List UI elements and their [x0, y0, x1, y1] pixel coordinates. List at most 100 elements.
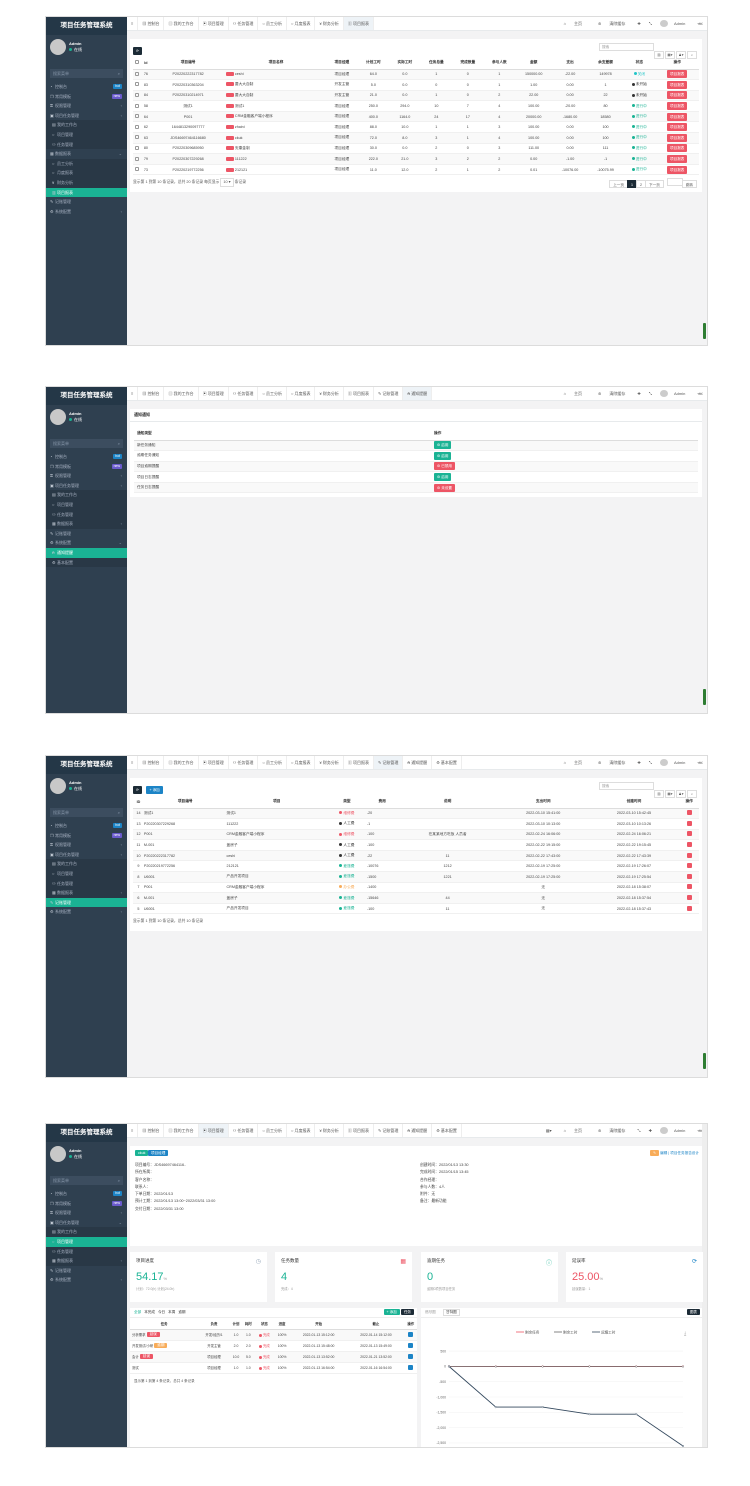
tab-burndown[interactable]: 燃尽图: [425, 1310, 436, 1314]
user-filter-icon[interactable]: ♟▾: [676, 790, 686, 798]
project-report-button[interactable]: 项目报表: [667, 133, 688, 142]
menu-search-input[interactable]: 搜索菜单 ⌕: [50, 439, 123, 448]
project-report-button[interactable]: 项目报表: [667, 112, 688, 121]
project-report-button[interactable]: 项目报表: [667, 165, 688, 174]
refresh-button[interactable]: ⟳: [133, 785, 143, 794]
delete-icon[interactable]: [686, 820, 692, 826]
tab-8[interactable]: ✎ 记账管理: [374, 387, 404, 400]
project-report-button[interactable]: 项目报表: [667, 144, 688, 153]
tool-icon[interactable]: ✚: [637, 21, 641, 26]
scroll-indicator[interactable]: [703, 323, 706, 339]
refresh-button[interactable]: ⟳: [133, 46, 143, 55]
table-row[interactable]: 12 P001 CRM金融客户端小程序 维修费 -100 在某某地方吃饭 人员者 2022-…: [133, 829, 699, 841]
row-checkbox[interactable]: [133, 69, 142, 81]
view-icon[interactable]: [408, 1353, 414, 1359]
col-1[interactable]: 项目编号: [143, 796, 227, 809]
sidebar-item-7[interactable]: ▦数据报表 ‹: [46, 1256, 127, 1266]
top-link-0[interactable]: ⌂ 主页: [556, 17, 590, 30]
top-link-2[interactable]: ⊛ 清除缓存: [590, 1124, 633, 1137]
sidebar-item-13[interactable]: ⚙系统配置 ‹: [46, 207, 127, 217]
col-13[interactable]: 操作: [655, 57, 699, 70]
col-1[interactable]: 项目编号: [150, 57, 226, 70]
sidebar-item-7[interactable]: ▦数据报表 ⌄: [46, 149, 127, 159]
sidebar-item-0[interactable]: ◔ 控制台 hot: [46, 1189, 127, 1199]
col-0[interactable]: ID: [133, 796, 144, 809]
sidebar-item-5[interactable]: ○ 项目管理: [46, 868, 127, 879]
table-row[interactable]: 64 P001 CRM金融客户端小程序 项目经理 400.0 1164.0 24 17 4 200…: [133, 111, 699, 123]
tab-3[interactable]: ⚇ 任务管理: [229, 756, 259, 769]
notify-toggle-button[interactable]: ⚙ 启用: [434, 441, 452, 450]
task-tab-4[interactable]: 逾期: [178, 1310, 186, 1314]
tab-3[interactable]: ⚇ 任务管理: [229, 387, 259, 400]
tool-icon[interactable]: ✚: [648, 1128, 652, 1133]
user-filter-icon[interactable]: ♟▾: [676, 51, 686, 59]
tab-4[interactable]: ○ 员工分析: [258, 17, 287, 30]
task-tab-1[interactable]: 本完成: [144, 1310, 155, 1314]
task-button[interactable]: 任务: [400, 1309, 414, 1315]
project-report-button[interactable]: 项目报表: [667, 80, 688, 89]
notify-toggle-button[interactable]: ⚙ 启用: [434, 451, 452, 460]
tab-2[interactable]: ▣ 项目管理: [198, 1124, 229, 1137]
top-link-1[interactable]: ⌂ 主页: [556, 1124, 590, 1137]
row-checkbox[interactable]: [133, 100, 142, 112]
tab-7[interactable]: ▥ 项目报表: [344, 756, 374, 769]
col-9[interactable]: 金额: [515, 57, 553, 70]
sidebar-item-2[interactable]: ⚿ 权限管理 ‹: [46, 101, 127, 111]
menu-toggle-icon[interactable]: ≡: [127, 17, 139, 30]
tool-icon[interactable]: ▦▾: [545, 1128, 552, 1133]
sidebar-item-4[interactable]: ▤我的工作台: [46, 1227, 127, 1237]
sidebar-item-7[interactable]: ▦数据报表 ‹: [46, 519, 127, 529]
col-2[interactable]: 项目名称: [225, 57, 327, 70]
table-row[interactable]: 8 U6001 产品开发项目 差旅费 -1500 1221 2022-02-19 17:25…: [133, 871, 699, 883]
notify-toggle-button[interactable]: ⚙ 未设置: [434, 483, 456, 492]
project-report-button[interactable]: 项目报表: [667, 91, 688, 100]
table-row[interactable]: 9 P20220219772256 212121 差旅费 -10076 1212 2022-…: [133, 860, 699, 873]
col-2[interactable]: 项目: [226, 796, 327, 809]
sidebar-item-8[interactable]: ✎ 记账管理: [46, 529, 127, 539]
tab-6[interactable]: ¥ 财务分析: [315, 387, 344, 400]
table-row[interactable]: 83 P20220310363204 要大大自制 开发主管 5.0 0.0 0 0 1 1.00 0…: [133, 79, 699, 91]
export-icon[interactable]: ▦▾: [665, 790, 675, 798]
sidebar-item-3[interactable]: ▣项目任务管理 ⌄: [46, 1218, 127, 1228]
table-row[interactable]: 62 1644813290097777 zhaini 项目经理 88.0 10.0 1 1 3 1…: [133, 121, 699, 134]
sidebar-item-2[interactable]: ⚿ 权限管理 ‹: [46, 1208, 127, 1218]
menu-search-input[interactable]: 搜索菜单 ⌕: [50, 69, 123, 78]
table-row[interactable]: 开发测试/小研 逾期 开发主管 2.0 2.0 完成 100% 2022-01-13 15:4…: [130, 1340, 417, 1352]
page-link-3[interactable]: 下一页: [645, 180, 664, 189]
menu-toggle-icon[interactable]: ≡: [127, 387, 139, 400]
tool-icon[interactable]: ⋘: [697, 760, 703, 765]
table-row[interactable]: 13 P20220307229268 111222 人工费 -1 2022-03-10 1…: [133, 818, 699, 830]
col-8[interactable]: 操作: [679, 796, 699, 809]
sidebar-item-6[interactable]: ⚇任务管理: [46, 1246, 127, 1257]
tab-2[interactable]: ▣ 项目管理: [199, 387, 229, 400]
delete-icon[interactable]: [686, 842, 692, 848]
add-task-button[interactable]: + 添加: [383, 1309, 400, 1315]
user-menu[interactable]: Admin: [656, 756, 693, 769]
tab-0[interactable]: ▦ 控制台: [138, 17, 165, 30]
delete-icon[interactable]: [686, 884, 692, 890]
sidebar-item-4[interactable]: ▤我的工作台: [46, 859, 127, 869]
table-search-input[interactable]: 搜索: [599, 782, 654, 790]
sidebar-item-9[interactable]: ○ 月度报表: [46, 168, 127, 178]
add-button[interactable]: + 添加: [146, 785, 163, 794]
tab-6[interactable]: ¥ 财务分析: [315, 1124, 344, 1137]
tab-4[interactable]: ○ 员工分析: [258, 1124, 287, 1137]
row-checkbox[interactable]: [133, 121, 142, 134]
goto-button[interactable]: 跳转: [681, 180, 697, 189]
table-row[interactable]: 11 M-001 盖房子 人工费 -100 2022-02-22 19:15:00 2022…: [133, 839, 699, 851]
sidebar-item-9[interactable]: ⚙系统配置 ⌄: [46, 538, 127, 548]
col-7[interactable]: 创建时间: [588, 796, 680, 809]
sidebar-item-9[interactable]: ⚙系统配置 ‹: [46, 1275, 127, 1285]
sidebar-item-1[interactable]: ❐常用模板 new: [46, 831, 127, 841]
sidebar-item-11[interactable]: ⚙基本配置: [46, 557, 127, 568]
tab-9[interactable]: ⍾ 通知提醒: [403, 387, 433, 400]
delete-icon[interactable]: [686, 831, 692, 837]
table-row[interactable]: 分析需求 延误 开发/经历/1 1.0 1.0 完成 100% 2022-01-13 15:1…: [130, 1329, 417, 1341]
row-checkbox[interactable]: [133, 164, 142, 176]
sidebar-item-4[interactable]: ▤我的工作台: [46, 490, 127, 500]
search-toggle-icon[interactable]: ⌕: [687, 51, 697, 59]
view-icon[interactable]: [408, 1342, 414, 1348]
sidebar-item-8[interactable]: ✎ 记账管理: [46, 897, 127, 908]
column-icon[interactable]: ▥: [654, 790, 664, 798]
col-6[interactable]: 任务总量: [420, 57, 453, 70]
